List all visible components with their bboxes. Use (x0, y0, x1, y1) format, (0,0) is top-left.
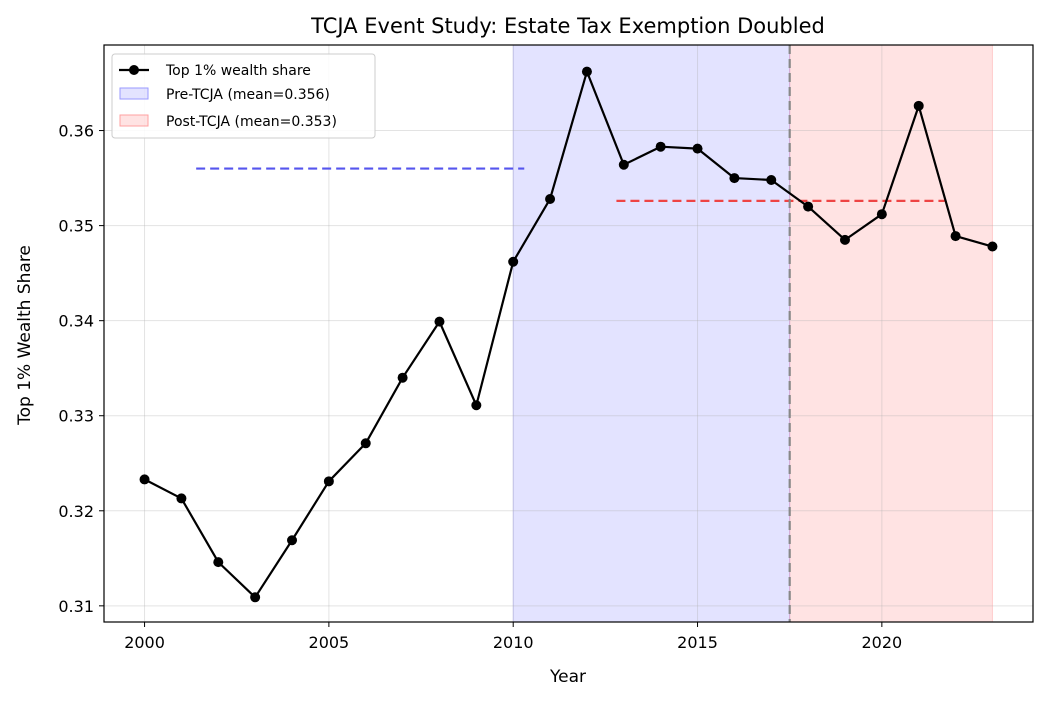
series-group (139, 66, 998, 603)
data-point (139, 474, 150, 485)
series-line (144, 70, 993, 599)
x-tick-label: 2000 (124, 633, 165, 652)
data-point (766, 174, 777, 185)
data-point (913, 100, 924, 111)
y-axis-label: Top 1% Wealth Share (15, 245, 35, 426)
data-point (287, 535, 298, 546)
data-point (397, 372, 408, 383)
data-point (250, 592, 261, 603)
data-point (508, 256, 519, 267)
y-tick-label: 0.31 (58, 597, 94, 616)
data-point (360, 438, 371, 449)
data-point (618, 159, 629, 170)
y-tick-label: 0.36 (58, 122, 94, 141)
grid-lines (104, 45, 1033, 622)
data-point (176, 493, 187, 504)
data-point (581, 66, 592, 77)
data-point (213, 557, 224, 568)
data-point (729, 173, 740, 184)
y-tick-label: 0.32 (58, 502, 94, 521)
legend-label-pre: Pre-TCJA (mean=0.356) (166, 87, 330, 103)
data-point (545, 193, 556, 204)
legend-box (111, 53, 376, 139)
legend-label-post: Post-TCJA (mean=0.353) (166, 114, 337, 130)
legend: Top 1% wealth share Pre-TCJA (mean=0.356… (111, 53, 376, 139)
x-tick-label: 2005 (309, 633, 350, 652)
mean-lines (196, 167, 945, 202)
legend-label-series: Top 1% wealth share (165, 63, 311, 79)
x-ticks: 2000 2005 2010 2015 2020 (124, 622, 902, 652)
data-point (471, 400, 482, 411)
x-tick-label: 2015 (677, 633, 718, 652)
y-tick-label: 0.33 (58, 407, 94, 426)
data-point (950, 231, 961, 242)
legend-swatch-pre (119, 87, 149, 100)
data-point (323, 476, 334, 487)
data-point (803, 201, 814, 212)
shaded-region-pre (513, 45, 790, 622)
data-point (987, 241, 998, 252)
data-point (655, 141, 666, 152)
data-point (434, 316, 445, 327)
data-point (839, 234, 850, 245)
legend-swatch-post (119, 114, 149, 127)
shaded-region-post (789, 45, 993, 622)
x-tick-label: 2020 (861, 633, 902, 652)
plot-frame (103, 44, 1034, 623)
y-tick-label: 0.35 (58, 217, 94, 236)
y-ticks: 0.31 0.32 0.33 0.34 0.35 0.36 (58, 122, 104, 616)
x-tick-label: 2010 (493, 633, 534, 652)
legend-marker-swatch (129, 65, 139, 75)
shaded-regions (512, 45, 993, 622)
data-point (692, 143, 703, 154)
data-point (876, 209, 887, 220)
x-axis-label: Year (549, 667, 586, 687)
y-tick-label: 0.34 (58, 312, 94, 331)
chart-title: TCJA Event Study: Estate Tax Exemption D… (310, 14, 825, 38)
